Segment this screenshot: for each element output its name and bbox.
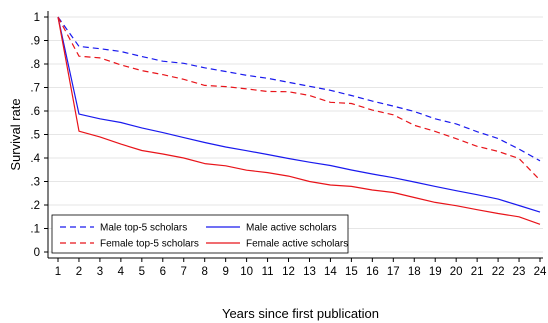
x-tick-label-1: 2	[76, 266, 82, 278]
x-tick-label-7: 8	[201, 266, 207, 278]
legend-label-0: Male top-5 scholars	[100, 223, 187, 234]
x-tick-label-17: 18	[408, 266, 421, 278]
y-tick-label-6: .6	[30, 106, 40, 118]
series-line-2	[57, 16, 541, 213]
x-tick-label-0: 1	[55, 266, 61, 278]
x-tick-label-12: 13	[303, 266, 316, 278]
x-tick-label-3: 4	[118, 266, 125, 278]
legend-label-3: Female active scholars	[246, 239, 348, 250]
y-tick-label-5: .5	[30, 130, 40, 142]
series-line-3	[57, 16, 541, 225]
x-tick-label-20: 21	[471, 266, 484, 278]
legend-label-1: Male active scholars	[246, 223, 337, 234]
y-tick-label-2: .2	[30, 200, 40, 212]
y-tick-label-9: .9	[30, 36, 40, 48]
axes: 0.1.2.3.4.5.6.7.8.911 2 3 4 5 6 7 8 9 10 11 12 13 14 1…	[30, 11, 547, 278]
y-tick-label-10: 1	[34, 12, 40, 24]
x-tick-label-19: 20	[450, 266, 463, 278]
series-line-0	[57, 16, 541, 162]
x-tick-label-11: 12	[282, 266, 295, 278]
x-tick-label-5: 6	[160, 266, 166, 278]
x-tick-label-21: 22	[492, 266, 505, 278]
x-tick-label-9: 10	[240, 266, 253, 278]
x-tick-label-10: 11	[262, 266, 274, 278]
series-line-1	[57, 16, 541, 181]
x-axis-label: Years since first publication	[222, 306, 379, 321]
x-tick-label-14: 15	[345, 266, 358, 278]
x-tick-label-8: 9	[222, 266, 228, 278]
legend: Male top-5 scholars Male active scholars F…	[51, 214, 349, 254]
y-tick-label-7: .7	[30, 83, 40, 95]
y-tick-label-0: 0	[34, 247, 40, 259]
x-tick-label-2: 3	[97, 266, 103, 278]
x-tick-label-18: 19	[429, 266, 442, 278]
y-tick-label-4: .4	[30, 153, 40, 165]
legend-box	[51, 214, 349, 254]
x-tick-label-13: 14	[324, 266, 337, 278]
x-tick-label-6: 7	[181, 266, 187, 278]
x-tick-label-4: 5	[139, 266, 145, 278]
x-tick-label-22: 23	[513, 266, 526, 278]
y-axis-label: Survival rate	[8, 98, 23, 170]
x-tick-label-23: 24	[534, 266, 547, 278]
series-lines	[57, 16, 541, 225]
x-tick-label-15: 16	[366, 266, 379, 278]
y-tick-label-1: .1	[30, 224, 40, 236]
legend-label-2: Female top-5 scholars	[100, 239, 199, 250]
y-tick-label-3: .3	[30, 177, 40, 189]
y-tick-label-8: .8	[30, 59, 40, 71]
x-tick-label-16: 17	[387, 266, 400, 278]
